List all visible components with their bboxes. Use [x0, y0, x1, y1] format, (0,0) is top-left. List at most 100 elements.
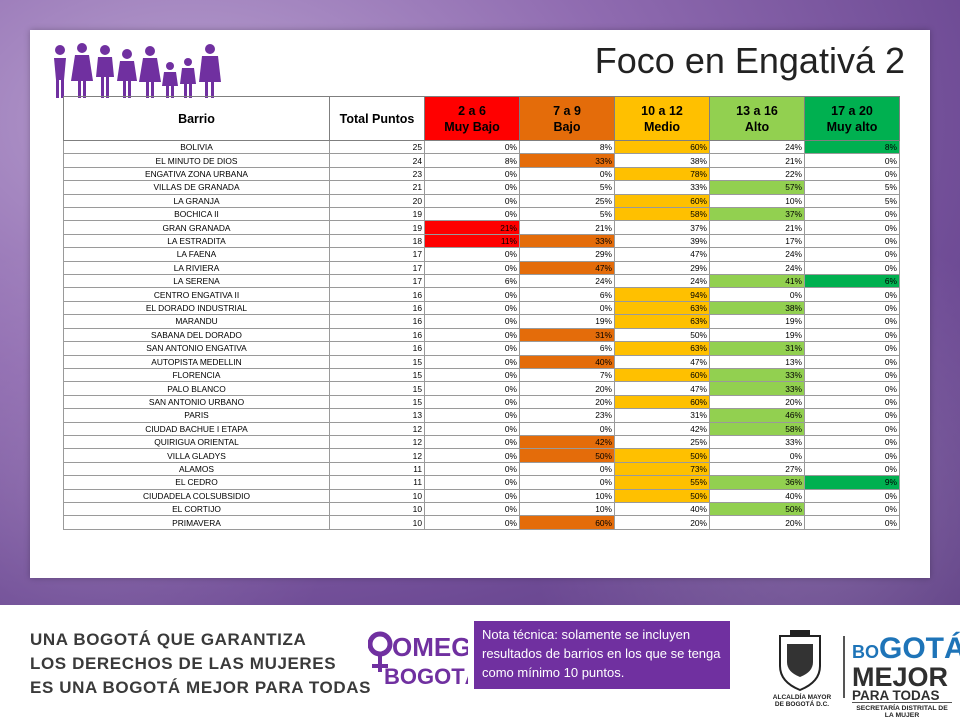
barrio-cell: EL DORADO INDUSTRIAL — [63, 300, 330, 316]
header-muy-bajo: 2 a 6 Muy Bajo — [424, 96, 520, 141]
total-puntos-cell: 24 — [329, 153, 425, 168]
percent-cell: 8% — [804, 139, 900, 155]
barrio-cell: BOCHICA II — [63, 207, 330, 222]
percent-cell: 38% — [614, 153, 710, 168]
percent-cell: 0% — [804, 220, 900, 235]
total-puntos-cell: 13 — [329, 408, 425, 423]
header-bajo: 7 a 9 Bajo — [519, 96, 615, 141]
total-puntos-cell: 16 — [329, 287, 425, 302]
percent-cell: 42% — [519, 434, 615, 450]
percent-cell: 21% — [424, 220, 520, 235]
percent-cell: 0% — [804, 327, 900, 343]
percent-cell: 0% — [519, 421, 615, 436]
percent-cell: 0% — [424, 515, 520, 530]
table-row: FLORENCIA 15 0% 7% 60% 33% 0% — [63, 367, 900, 383]
percent-cell: 0% — [804, 488, 900, 503]
percent-cell: 58% — [614, 207, 710, 222]
percent-cell: 60% — [614, 193, 710, 209]
percent-cell: 20% — [519, 381, 615, 396]
total-puntos-cell: 16 — [329, 314, 425, 329]
percent-cell: 33% — [709, 434, 805, 450]
percent-cell: 0% — [424, 166, 520, 182]
alcaldia-text: ALCALDÍA MAYOR DE BOGOTÁ D.C. — [772, 694, 832, 708]
percent-cell: 0% — [804, 501, 900, 517]
percent-cell: 13% — [709, 354, 805, 369]
barrio-cell: SABANA DEL DORADO — [63, 327, 330, 343]
nota-tecnica: Nota técnica: solamente se incluyen resu… — [474, 621, 730, 689]
percent-cell: 22% — [709, 166, 805, 182]
percent-cell: 21% — [709, 220, 805, 235]
percent-cell: 20% — [614, 515, 710, 530]
percent-cell: 47% — [614, 247, 710, 262]
barrio-cell: EL CORTIJO — [63, 501, 330, 517]
total-puntos-cell: 25 — [329, 139, 425, 155]
barrio-cell: AUTOPISTA MEDELLIN — [63, 354, 330, 369]
percent-cell: 41% — [709, 274, 805, 289]
percent-cell: 0% — [804, 260, 900, 276]
percent-cell: 0% — [424, 180, 520, 195]
percent-cell: 0% — [804, 233, 900, 249]
percent-cell: 0% — [424, 300, 520, 316]
omeg-logo: OMEG BOGOTÁ — [368, 631, 468, 689]
percent-cell: 0% — [709, 448, 805, 463]
percent-cell: 31% — [519, 327, 615, 343]
percent-cell: 38% — [709, 300, 805, 316]
percent-cell: 0% — [424, 421, 520, 436]
table-row: SAN ANTONIO URBANO 15 0% 20% 60% 20% 0% — [63, 394, 900, 410]
percent-cell: 47% — [614, 381, 710, 396]
barrio-cell: ENGATIVA ZONA URBANA — [63, 166, 330, 182]
barrio-cell: ALAMOS — [63, 461, 330, 477]
table-row: CENTRO ENGATIVA II 16 0% 6% 94% 0% 0% — [63, 287, 900, 302]
percent-cell: 47% — [614, 354, 710, 369]
percent-cell: 57% — [709, 180, 805, 195]
table-row: GRAN GRANADA 19 21% 21% 37% 21% 0% — [63, 220, 900, 235]
percent-cell: 40% — [709, 488, 805, 503]
header-barrio: Barrio — [63, 96, 330, 141]
percent-cell: 0% — [424, 207, 520, 222]
slogan: UNA BOGOTÁ QUE GARANTIZA LOS DERECHOS DE… — [30, 628, 371, 700]
percent-cell: 0% — [424, 381, 520, 396]
percent-cell: 37% — [709, 207, 805, 222]
table-row: BOLIVIA 25 0% 8% 60% 24% 8% — [63, 139, 900, 155]
total-puntos-cell: 20 — [329, 193, 425, 209]
percent-cell: 0% — [424, 327, 520, 343]
percent-cell: 0% — [804, 300, 900, 316]
percent-cell: 33% — [709, 367, 805, 383]
percent-cell: 29% — [614, 260, 710, 276]
total-puntos-cell: 19 — [329, 220, 425, 235]
percent-cell: 8% — [424, 153, 520, 168]
slogan-line: LOS DERECHOS DE LAS MUJERES — [30, 654, 337, 673]
percent-cell: 0% — [424, 247, 520, 262]
barrio-cell: SAN ANTONIO URBANO — [63, 394, 330, 410]
percent-cell: 17% — [709, 233, 805, 249]
percent-cell: 50% — [614, 448, 710, 463]
percent-cell: 0% — [804, 247, 900, 262]
slide-title: Foco en Engativá 2 — [594, 40, 905, 81]
total-puntos-cell: 10 — [329, 488, 425, 503]
percent-cell: 10% — [519, 488, 615, 503]
percent-cell: 0% — [804, 394, 900, 410]
percent-cell: 0% — [804, 421, 900, 436]
percent-cell: 21% — [519, 220, 615, 235]
percent-cell: 5% — [804, 180, 900, 195]
table-row: SAN ANTONIO ENGATIVA 16 0% 6% 63% 31% 0% — [63, 341, 900, 356]
table-row: LA ESTRADITA 18 11% 33% 39% 17% 0% — [63, 233, 900, 249]
percent-cell: 0% — [804, 461, 900, 477]
table-row: SABANA DEL DORADO 16 0% 31% 50% 19% 0% — [63, 327, 900, 343]
total-puntos-cell: 12 — [329, 448, 425, 463]
percent-cell: 0% — [424, 394, 520, 410]
percent-cell: 0% — [804, 367, 900, 383]
percent-cell: 60% — [614, 394, 710, 410]
percent-cell: 10% — [709, 193, 805, 209]
percent-cell: 0% — [804, 381, 900, 396]
percent-cell: 0% — [804, 408, 900, 423]
table-row: LA GRANJA 20 0% 25% 60% 10% 5% — [63, 193, 900, 209]
percent-cell: 0% — [804, 207, 900, 222]
percent-cell: 78% — [614, 166, 710, 182]
percent-cell: 40% — [614, 501, 710, 517]
table-row: ALAMOS 11 0% 0% 73% 27% 0% — [63, 461, 900, 477]
slogan-line: UNA BOGOTÁ QUE GARANTIZA — [30, 630, 307, 649]
percent-cell: 47% — [519, 260, 615, 276]
percent-cell: 19% — [709, 314, 805, 329]
